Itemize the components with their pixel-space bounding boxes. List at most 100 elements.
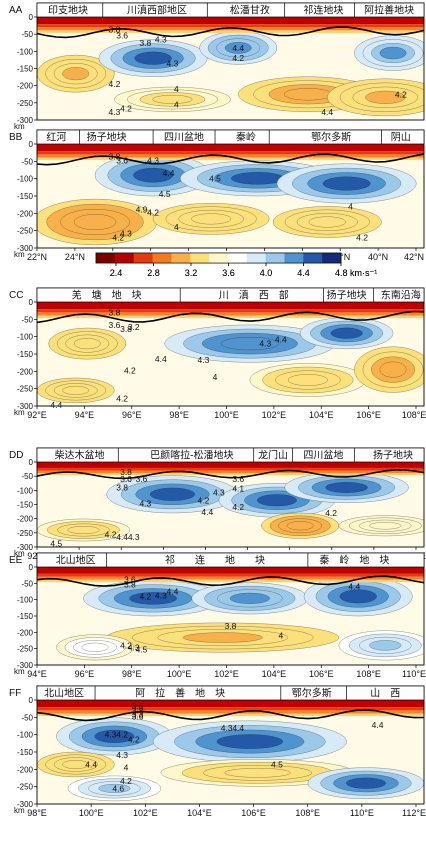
velocity-anomaly	[73, 214, 117, 230]
region-label: 秦 岭 地 块	[319, 554, 389, 567]
region-label: 北山地区	[44, 687, 84, 700]
region-bar	[36, 2, 425, 18]
depth-tick-label: -200	[17, 515, 34, 524]
depth-tick-label: -100	[17, 486, 34, 495]
x-tick-label: 106°E	[309, 669, 334, 679]
contour-label: 4.4	[116, 532, 128, 542]
velocity-anomaly	[62, 67, 90, 81]
contour-label: 4.2	[325, 508, 337, 518]
velocity-anomaly	[330, 327, 363, 339]
contour-label: 4.2	[356, 233, 368, 243]
region-label: 北山地区	[56, 554, 96, 567]
velocity-anomaly	[73, 338, 101, 350]
velocity-anomaly	[379, 46, 407, 60]
contour-label: 4.3	[167, 58, 179, 68]
x-tick-label: 98°E	[27, 808, 47, 818]
x-tick-label: 98°E	[122, 669, 142, 679]
x-tick-label: 104°E	[187, 808, 212, 818]
contour-label: 4.4	[372, 720, 384, 730]
crust-layer	[37, 24, 424, 28]
depth-tick-label: -150	[17, 350, 34, 359]
velocity-anomaly	[191, 213, 232, 225]
colorbar-tick-label: 4.8 km·s⁻¹	[335, 268, 377, 278]
contour-label: 4.2	[232, 53, 244, 63]
contour-label: 4.3	[120, 228, 132, 238]
contour-label: 4.3	[147, 156, 159, 166]
depth-tick-label: -100	[17, 731, 34, 740]
depth-tick-label: -200	[17, 628, 34, 637]
x-tick-label: 92°E	[27, 410, 47, 420]
depth-unit-label: km	[14, 549, 25, 558]
contour-label: 4.2	[116, 729, 128, 739]
colorbar-tick-label: 4.0	[260, 268, 273, 278]
contour-label: 4.4	[232, 723, 244, 733]
contour-label: 4	[174, 222, 179, 232]
contour-label: 4.3	[139, 499, 151, 509]
contour-label: 4.2	[128, 735, 140, 745]
velocity-anomaly	[152, 95, 193, 104]
contour-label: 3.6	[108, 320, 120, 330]
contour-label: 3.8	[108, 151, 120, 161]
velocity-anomaly	[149, 487, 195, 501]
contour-label: 3.6	[116, 156, 128, 166]
contour-label: 4.5	[209, 173, 221, 183]
region-label: 印支地块	[48, 4, 88, 17]
region-label: 阿 拉 善 地 块	[135, 687, 225, 700]
velocity-anomaly	[134, 51, 172, 65]
velocity-anomaly	[369, 522, 402, 530]
velocity-anomaly	[62, 760, 90, 769]
region-label: 阴山	[391, 132, 411, 144]
depth-tick-label: -200	[17, 209, 34, 218]
crust-layer	[37, 309, 424, 313]
x-tick-label: 108°E	[356, 669, 381, 679]
x-tick-label: 102°E	[214, 669, 239, 679]
contour-label: 4.2	[139, 591, 151, 601]
profile-bb: BB 红河 扬子地块 四川盆地 秦岭 鄂尔多斯 阴山 0 -50 -100 -150 -200 -250…	[9, 129, 425, 262]
contour-label: 4.4	[163, 168, 175, 178]
colorbar-swatch	[227, 253, 248, 263]
contour-label: 4	[213, 372, 218, 382]
depth-tick-label: -150	[17, 65, 34, 74]
depth-tick-label: -200	[17, 82, 34, 91]
velocity-section	[37, 17, 424, 120]
colorbar-tick-label: 4.4	[297, 268, 310, 278]
x-tick-label: 94°E	[75, 410, 95, 420]
contour-label: 4.2	[105, 529, 117, 539]
crust-layer	[37, 573, 424, 577]
depth-tick-label: -300	[17, 116, 34, 125]
depth-tick-label: -250	[17, 385, 34, 394]
x-tick-label: 106°E	[241, 808, 266, 818]
colorbar-frame	[95, 252, 342, 264]
x-tick-label: 102°E	[133, 808, 158, 818]
contour-label: 4	[124, 763, 129, 773]
depth-tick-label: -50	[21, 713, 33, 722]
profile-id: FF	[9, 688, 21, 699]
contour-label: 3.8	[132, 705, 144, 715]
moho-line	[37, 469, 424, 480]
region-label: 川滇西部地区	[127, 4, 187, 17]
region-label: 川 滇 西 部	[219, 289, 289, 302]
depth-tick-label: 0	[29, 13, 34, 22]
x-tick-label: 100°E	[79, 808, 104, 818]
region-label: 山 西	[370, 688, 400, 700]
crust-layer	[37, 700, 424, 708]
velocity-anomaly	[98, 783, 131, 793]
colorbar-tick-label: 4.8 km·s⁻¹	[335, 268, 377, 278]
crust-layer	[37, 567, 424, 574]
depth-unit-label: km	[14, 408, 25, 417]
velocity-section	[37, 567, 424, 665]
colorbar-swatch	[114, 253, 135, 263]
contour-label: 4.3	[105, 729, 117, 739]
velocity-anomaly	[346, 777, 386, 789]
x-tick-label: 42°N	[404, 252, 424, 262]
x-tick-label: 108°E	[402, 410, 426, 420]
velocity-anomaly	[365, 90, 406, 104]
region-bar	[36, 552, 425, 568]
colorbar-swatch	[303, 253, 323, 263]
velocity-anomaly	[224, 42, 252, 54]
contour-label: 3.6	[116, 31, 128, 41]
region-label: 龙门山	[258, 449, 288, 462]
velocity-section	[37, 700, 424, 804]
depth-tick-label: -150	[17, 748, 34, 757]
